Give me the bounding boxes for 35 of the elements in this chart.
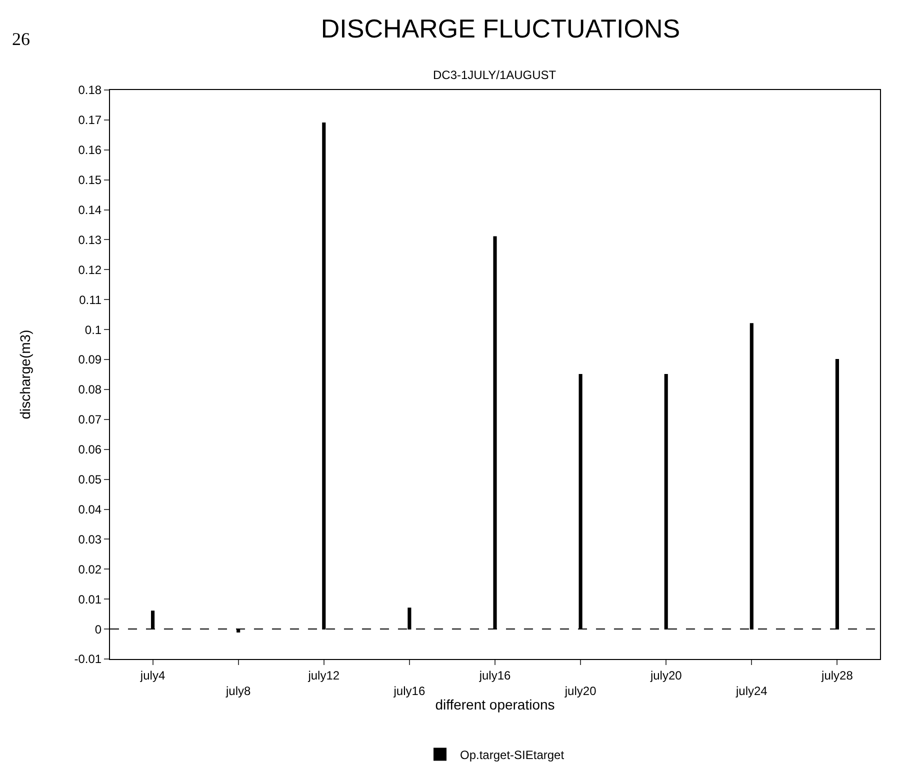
y-tick-label: 0.12 [78,262,102,277]
chart-title: DISCHARGE FLUCTUATIONS [320,14,680,44]
chart-subtitle: DC3-1JULY/1AUGUST [433,68,557,82]
y-tick-label: 0.11 [79,292,102,307]
x-tick-label: july20 [564,684,597,698]
y-tick-label: 0.05 [78,472,102,487]
x-tick-label: july28 [820,668,854,682]
y-tick-label: 0.16 [78,143,102,158]
y-tick-label: 0.07 [78,412,102,427]
x-axis-title: different operations [435,696,555,712]
x-tick-label: july16 [392,684,426,698]
y-tick-label: 0.15 [78,173,102,188]
x-tick-label: july12 [307,668,340,682]
text: 26 [12,29,30,49]
y-tick-label: 0.09 [78,352,102,367]
x-tick-label: july8 [224,684,251,698]
y-tick-label: 0.03 [78,532,102,546]
y-tick-label: 0.18 [78,83,102,98]
y-tick-label: 0.06 [78,442,102,457]
y-tick-label: 0.17 [78,113,102,128]
y-tick-label: 0.01 [78,592,102,606]
y-tick-label: 0.13 [78,232,102,247]
y-tick-label: 0 [94,622,102,636]
y-tick-label: 0.14 [78,202,102,217]
x-tick-label: july4 [139,668,166,682]
y-tick-label: 0.1 [84,322,102,337]
x-tick-label: july16 [478,668,511,682]
x-tick-label: july20 [649,668,682,682]
y-tick-label: -0.01 [74,652,102,666]
legend-label: Op.target-SIEtarget [460,748,565,762]
x-tick-label: july24 [734,684,768,698]
y-tick-label: 0.02 [78,562,102,576]
y-tick-label: 0.04 [78,502,102,516]
y-axis-title: discharge(m3) [16,330,33,420]
y-tick-label: 0.08 [78,382,102,397]
